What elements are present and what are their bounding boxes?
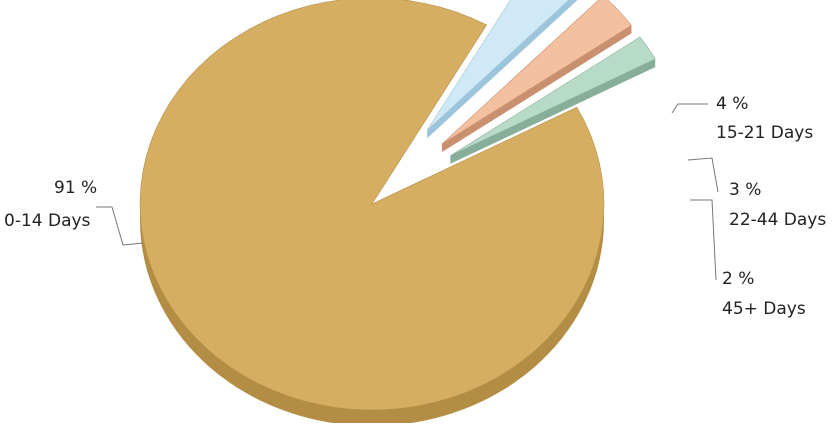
slice-value-label-0-14-days: 91 %: [54, 178, 97, 198]
leader-line-15-21-days: [671, 103, 708, 114]
pie-slice-top-22-44-days: [441, 0, 632, 145]
slice-category-label-45-plus-days: 45+ Days: [722, 299, 806, 319]
pie-slice-15-21-days: [426, 0, 578, 139]
slice-category-label-22-44-days: 22-44 Days: [729, 210, 826, 230]
pie-slice-top-15-21-days: [426, 0, 570, 131]
slice-category-label-0-14-days: 0-14 Days: [4, 211, 91, 231]
pie-slice-top-45-plus-days: [450, 36, 656, 157]
pie-slice-45-plus-days: [450, 36, 656, 164]
pie-slice-22-44-days: [441, 0, 632, 153]
slice-value-label-22-44-days: 3 %: [729, 180, 761, 200]
pie-slice-top-0-14-days: [139, 0, 605, 411]
leader-line-45-plus-days: [690, 199, 717, 281]
leader-line-22-44-days: [687, 157, 719, 193]
pie-slices: [139, 0, 656, 426]
leader-lines: [96, 103, 719, 281]
pie-slice-edge-22-44-days: [441, 25, 632, 153]
pie-slice-edge-45-plus-days: [450, 59, 656, 164]
leader-line-0-14-days: [96, 206, 144, 246]
slice-labels: 91 % 0-14 Days 4 % 15-21 Days 3 % 22-44 …: [4, 94, 826, 319]
pie-slice-0-14-days: [139, 0, 605, 426]
slice-category-label-15-21-days: 15-21 Days: [716, 123, 813, 143]
slice-value-label-45-plus-days: 2 %: [722, 269, 754, 289]
slice-value-label-15-21-days: 4 %: [716, 94, 748, 114]
